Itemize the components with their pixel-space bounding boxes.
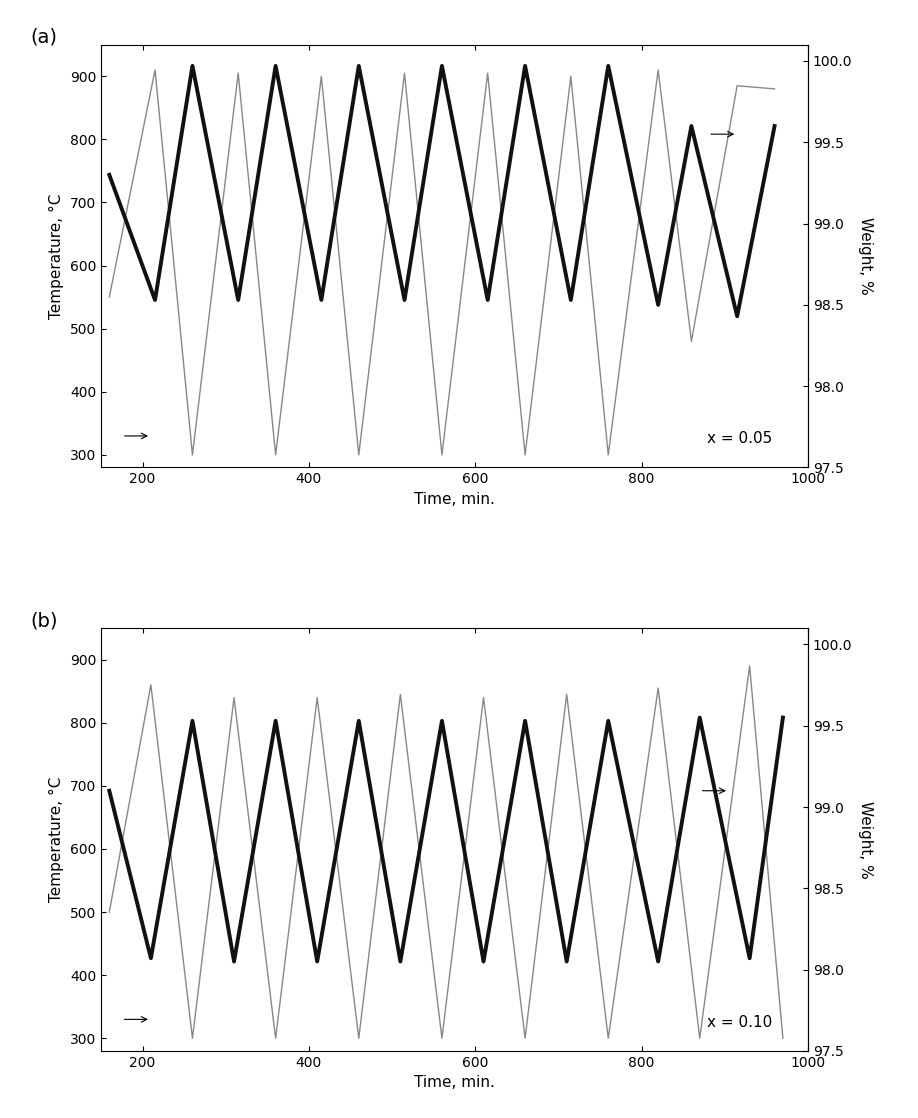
Text: (b): (b)	[30, 612, 58, 631]
Text: (a): (a)	[30, 28, 57, 47]
Y-axis label: Weight, %: Weight, %	[858, 217, 873, 295]
X-axis label: Time, min.: Time, min.	[414, 1076, 495, 1090]
Y-axis label: Temperature, °C: Temperature, °C	[50, 777, 64, 902]
Y-axis label: Temperature, °C: Temperature, °C	[50, 193, 64, 319]
Text: x = 0.10: x = 0.10	[707, 1015, 773, 1030]
Text: x = 0.05: x = 0.05	[707, 432, 773, 446]
X-axis label: Time, min.: Time, min.	[414, 492, 495, 506]
Y-axis label: Weight, %: Weight, %	[858, 800, 873, 879]
